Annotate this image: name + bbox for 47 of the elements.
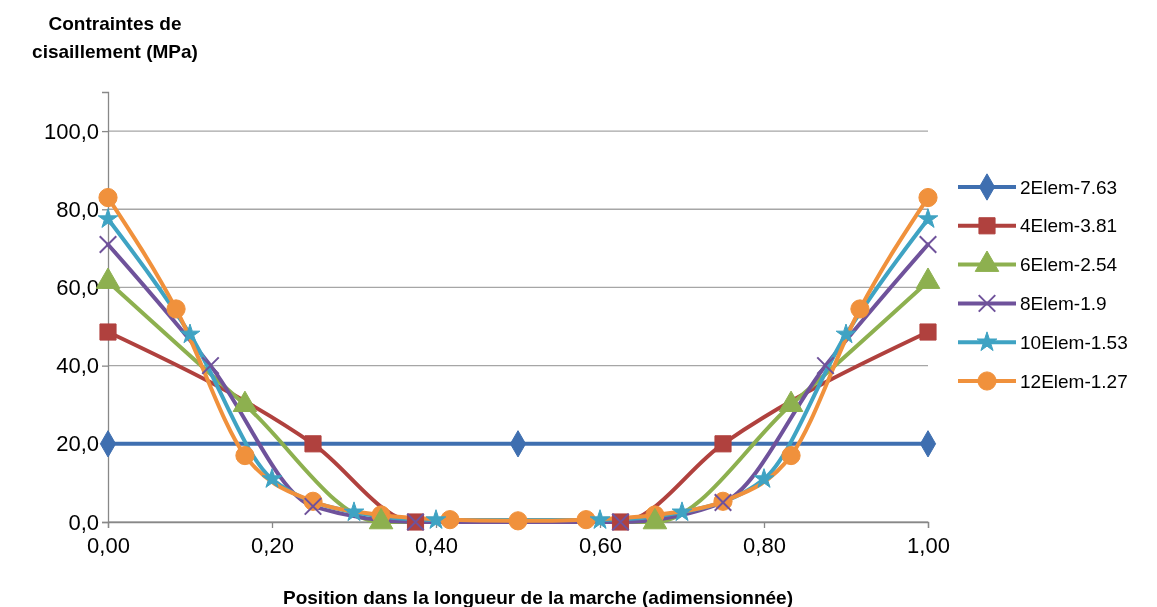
x-tick-label: 0,40 (415, 533, 458, 558)
point (918, 235, 938, 254)
point (98, 235, 118, 254)
point (98, 187, 118, 208)
point (919, 323, 937, 341)
legend-label: 2Elem-7.63 (1020, 176, 1118, 198)
legend-label: 8Elem-1.9 (1020, 293, 1107, 315)
point (425, 509, 447, 529)
y-tick-label: 100,0 (43, 118, 99, 144)
x-tick-label: 0,00 (87, 533, 130, 558)
point (835, 323, 857, 344)
y-axis-title: Contraintes de cisaillement (MPa) (32, 13, 198, 62)
y-tick-label: 80,0 (56, 196, 99, 222)
y-tick-label: 20,0 (56, 431, 99, 457)
point (99, 323, 117, 341)
point (201, 356, 220, 375)
point (508, 511, 528, 531)
x-tick-label: 0,20 (251, 533, 294, 558)
y-tick-label: 0,0 (68, 509, 99, 535)
point (917, 208, 939, 228)
legend-label: 4Elem-3.81 (1020, 215, 1118, 237)
point (261, 468, 283, 488)
legend-label: 6Elem-2.54 (1020, 254, 1118, 276)
point (753, 468, 775, 488)
point (589, 509, 611, 529)
x-tick-label: 0,60 (579, 533, 622, 558)
y-tick-label: 60,0 (56, 274, 99, 300)
x-tick-label: 0,80 (743, 533, 786, 558)
point (918, 187, 938, 208)
point (97, 208, 119, 228)
point (816, 356, 835, 375)
point (671, 501, 693, 522)
point (179, 323, 201, 344)
legend-label: 10Elem-1.53 (1020, 331, 1128, 353)
point (714, 435, 732, 453)
y-tick-label: 40,0 (56, 353, 99, 379)
point (166, 299, 186, 319)
point (781, 445, 801, 466)
point (440, 510, 460, 530)
legend-label: 12Elem-1.27 (1020, 370, 1128, 392)
point (304, 435, 322, 453)
point (235, 445, 255, 466)
point (343, 501, 365, 522)
x-tick-label: 1,00 (907, 533, 950, 558)
point (303, 497, 323, 516)
point (576, 510, 596, 530)
point (850, 299, 870, 319)
